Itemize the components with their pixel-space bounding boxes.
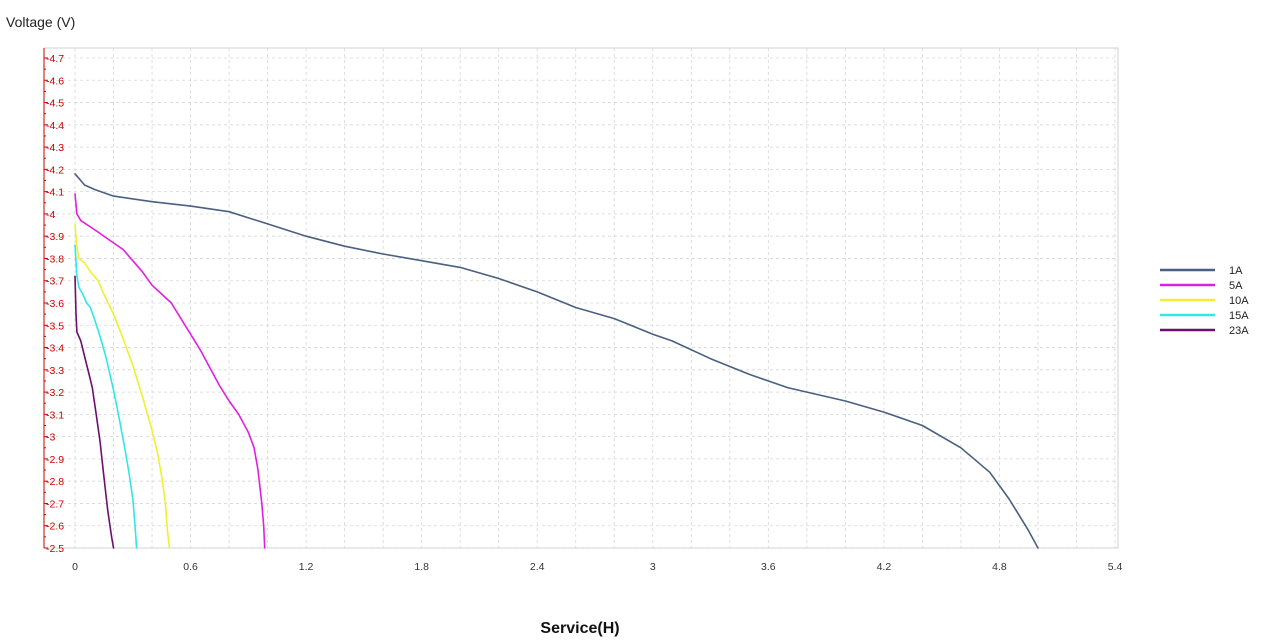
y-tick-label: -3.6: [46, 298, 64, 310]
y-tick-label: -4.3: [46, 142, 64, 154]
y-tick-label: -2.9: [46, 454, 64, 466]
y-tick-label: -3.7: [46, 276, 64, 288]
y-tick-label: -4.2: [46, 164, 64, 176]
series-line-1a: [74, 173, 1039, 549]
y-tick-label: -3.8: [46, 253, 64, 265]
x-tick-label: 2.4: [530, 561, 545, 573]
x-tick-label: 5.4: [1108, 561, 1123, 573]
series-line-5a: [74, 193, 266, 549]
y-axis: -2.5 -2.6 -2.7 -2.8 -2.9 -3 -3.1 -3.2 -3.3 -3.4 -3…: [43, 48, 64, 555]
legend-label-23a: 23A: [1229, 325, 1249, 337]
y-tick-label: -2.8: [46, 476, 64, 488]
y-tick-label: -2.5: [46, 543, 64, 555]
y-axis-label: Voltage (V): [6, 14, 75, 30]
x-tick-label: 1.2: [299, 561, 314, 573]
y-tick-label: -4.6: [46, 75, 64, 87]
series-line-15a: [74, 244, 138, 549]
x-tick-label: 3: [650, 561, 656, 573]
y-tick-label: -4.1: [46, 187, 64, 199]
series-line-23a: [74, 275, 115, 549]
x-axis: 0 0.6 1.2 1.8 2.4 3 3.6 4.2 4.8 5.4: [72, 561, 1122, 573]
plot-area: [43, 47, 1119, 549]
legend-label-1a: 1A: [1229, 265, 1243, 277]
y-tick-label: -3: [46, 432, 55, 444]
x-tick-label: 4.8: [992, 561, 1007, 573]
y-tick-label: -4.7: [46, 53, 64, 65]
y-tick-label: -3.9: [46, 231, 64, 243]
y-tick-label: -4.5: [46, 98, 64, 110]
legend-label-15a: 15A: [1229, 310, 1249, 322]
y-tick-label: -2.6: [46, 521, 64, 533]
y-tick-label: -4: [46, 209, 55, 221]
series-lines: [74, 173, 1039, 549]
y-tick-label: -2.7: [46, 498, 64, 510]
x-axis-label: Service(H): [540, 620, 619, 637]
x-tick-label: 0.6: [183, 561, 198, 573]
x-tick-label: 0: [72, 561, 78, 573]
y-tick-label: -3.4: [46, 343, 64, 355]
x-tick-label: 3.6: [761, 561, 776, 573]
legend: 1A 5A 10A 15A 23A: [1160, 265, 1249, 337]
x-tick-label: 4.2: [877, 561, 892, 573]
y-tick-label: -4.4: [46, 120, 64, 132]
y-tick-label: -3.3: [46, 365, 64, 377]
y-tick-label: -3.1: [46, 409, 64, 421]
y-tick-label: -3.5: [46, 320, 64, 332]
legend-label-10a: 10A: [1229, 295, 1249, 307]
legend-label-5a: 5A: [1229, 280, 1243, 292]
y-tick-label: -3.2: [46, 387, 64, 399]
grid: [44, 48, 1118, 549]
series-line-10a: [74, 224, 171, 549]
x-tick-label: 1.8: [414, 561, 429, 573]
